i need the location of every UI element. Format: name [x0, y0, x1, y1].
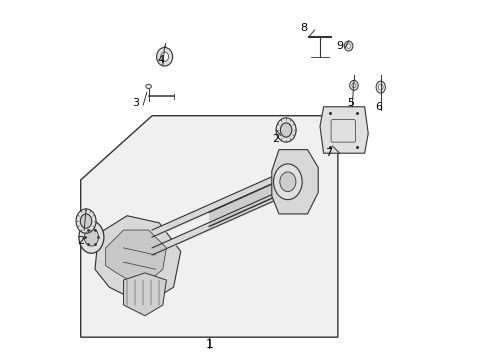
- Ellipse shape: [280, 123, 292, 137]
- Text: 9: 9: [336, 41, 343, 51]
- Ellipse shape: [276, 118, 296, 142]
- Polygon shape: [320, 107, 368, 153]
- Text: 3: 3: [133, 98, 140, 108]
- Ellipse shape: [280, 172, 296, 192]
- Polygon shape: [95, 216, 181, 305]
- Ellipse shape: [80, 214, 92, 228]
- Text: 8: 8: [300, 23, 308, 33]
- Ellipse shape: [350, 80, 358, 90]
- Text: 2: 2: [77, 236, 84, 246]
- Ellipse shape: [378, 84, 383, 90]
- Text: 6: 6: [375, 102, 383, 112]
- Ellipse shape: [146, 84, 151, 89]
- Ellipse shape: [76, 209, 96, 233]
- Ellipse shape: [84, 228, 98, 246]
- Polygon shape: [81, 116, 338, 337]
- Text: 7: 7: [325, 148, 333, 158]
- Ellipse shape: [352, 83, 356, 87]
- Ellipse shape: [157, 48, 172, 66]
- Ellipse shape: [344, 41, 353, 51]
- Text: 2: 2: [272, 134, 279, 144]
- Ellipse shape: [161, 52, 169, 62]
- Ellipse shape: [346, 44, 350, 48]
- Polygon shape: [272, 150, 318, 214]
- Ellipse shape: [79, 221, 104, 253]
- Ellipse shape: [273, 164, 302, 200]
- Text: 4: 4: [157, 55, 165, 65]
- Polygon shape: [123, 273, 167, 316]
- Text: 5: 5: [347, 98, 354, 108]
- Polygon shape: [106, 230, 167, 287]
- Ellipse shape: [376, 81, 386, 93]
- Text: 1: 1: [205, 338, 213, 351]
